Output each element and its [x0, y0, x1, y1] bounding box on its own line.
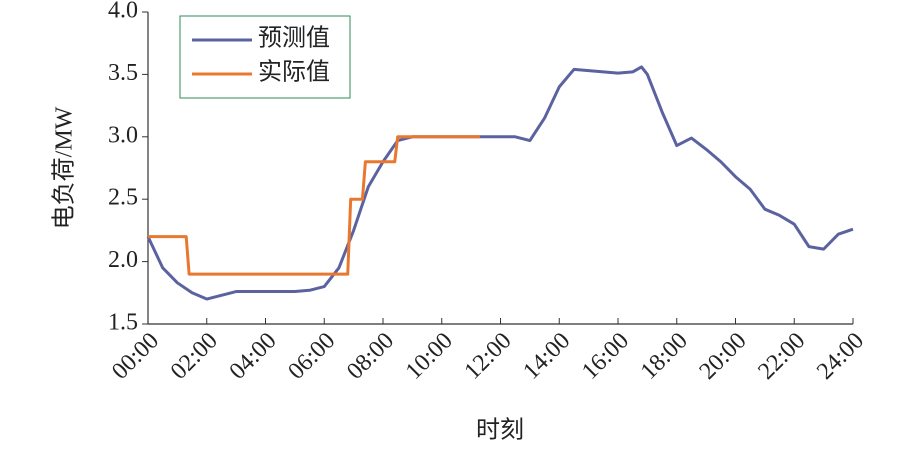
x-tick-label: 18:00	[636, 328, 693, 385]
y-tick-label: 4.0	[108, 0, 138, 24]
x-axis-label: 时刻	[476, 417, 524, 444]
x-tick-label: 20:00	[695, 328, 752, 385]
y-tick-label: 3.0	[108, 122, 138, 148]
y-axis-label: 电负荷/MW	[51, 106, 78, 229]
x-tick-label: 24:00	[812, 328, 869, 385]
x-tick-label: 00:00	[107, 328, 164, 385]
x-tick-label: 04:00	[225, 328, 282, 385]
x-tick-label: 14:00	[518, 328, 575, 385]
x-tick-label: 06:00	[283, 328, 340, 385]
x-tick-label: 22:00	[753, 328, 810, 385]
y-tick-label: 1.5	[108, 310, 138, 336]
legend-box	[179, 15, 351, 99]
legend-label: 实际值	[258, 59, 330, 86]
line	[148, 135, 480, 276]
line	[146, 65, 854, 301]
y-tick-label: 2.0	[108, 247, 138, 273]
x-tick-label: 10:00	[401, 328, 458, 385]
legend-label: 预测值	[258, 25, 330, 52]
x-tick-label: 12:00	[460, 328, 517, 385]
x-tick-label: 08:00	[342, 328, 399, 385]
y-tick-label: 3.5	[108, 60, 138, 86]
x-tick-label: 02:00	[166, 328, 223, 385]
y-tick-label: 2.5	[108, 185, 138, 211]
x-tick-label: 16:00	[577, 328, 634, 385]
